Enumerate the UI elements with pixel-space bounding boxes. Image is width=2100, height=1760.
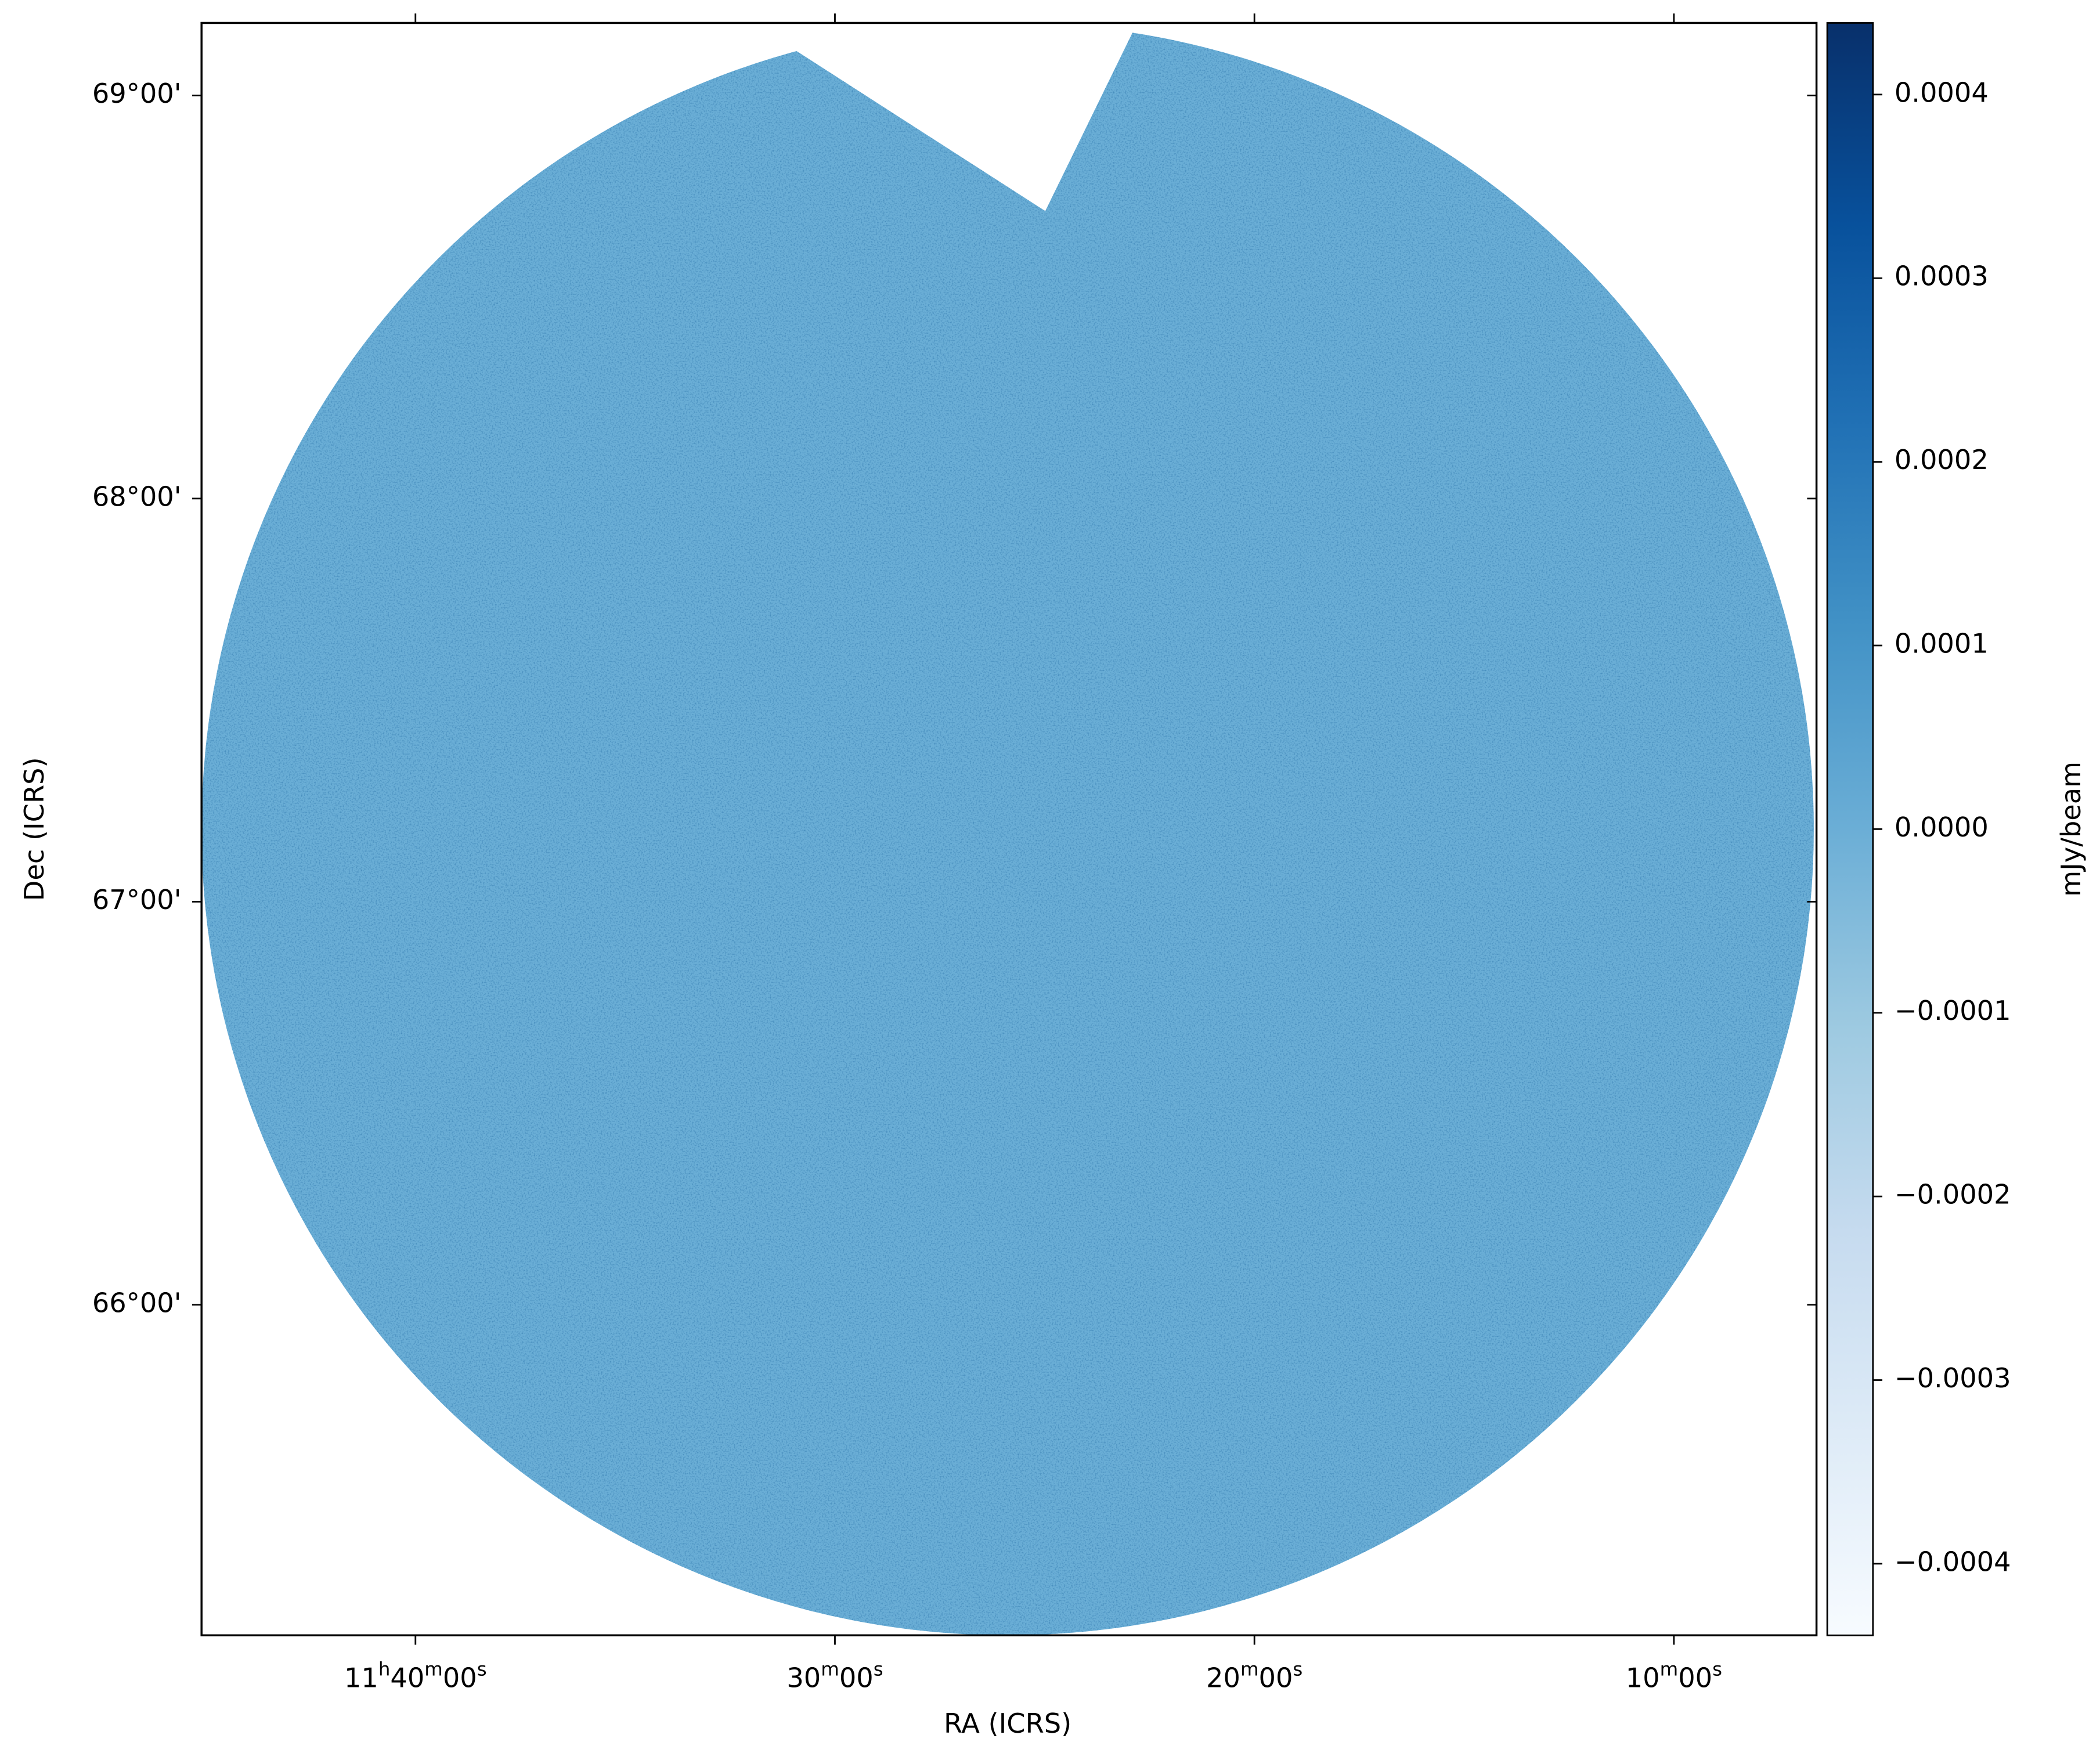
y-axis-label: Dec (ICRS) (19, 757, 50, 901)
colorbar-tick-label: 0.0002 (1895, 444, 1989, 475)
y-tick-label: 69°00' (92, 78, 182, 109)
colorbar (1826, 22, 1874, 1636)
y-tick-label: 67°00' (92, 884, 182, 915)
x-tick-label: 30m00s (786, 1658, 883, 1693)
x-tick-label: 11h40m00s (344, 1658, 487, 1693)
y-tick-label: 68°00' (92, 481, 182, 512)
image-noise (201, 23, 1817, 1636)
sky-image (201, 23, 1817, 1636)
colorbar-tick-label: −0.0003 (1895, 1362, 2011, 1394)
colorbar-tick-label: 0.0003 (1895, 261, 1989, 292)
plot-frame (200, 21, 1818, 1636)
x-axis-label: RA (ICRS) (944, 1708, 1071, 1739)
colorbar-label: mJy/beam (2055, 762, 2087, 897)
x-tick-label: 20m00s (1206, 1658, 1302, 1693)
x-tick-label: 10m00s (1626, 1658, 1722, 1693)
y-tick-label: 66°00' (92, 1287, 182, 1318)
colorbar-tick-label: 0.0001 (1895, 627, 1989, 659)
colorbar-tick-label: −0.0002 (1895, 1179, 2011, 1210)
colorbar-tick-label: −0.0004 (1895, 1546, 2011, 1577)
colorbar-tick-label: −0.0001 (1895, 995, 2011, 1026)
colorbar-tick-label: 0.0000 (1895, 812, 1989, 843)
colorbar-tick-label: 0.0004 (1895, 77, 1989, 108)
